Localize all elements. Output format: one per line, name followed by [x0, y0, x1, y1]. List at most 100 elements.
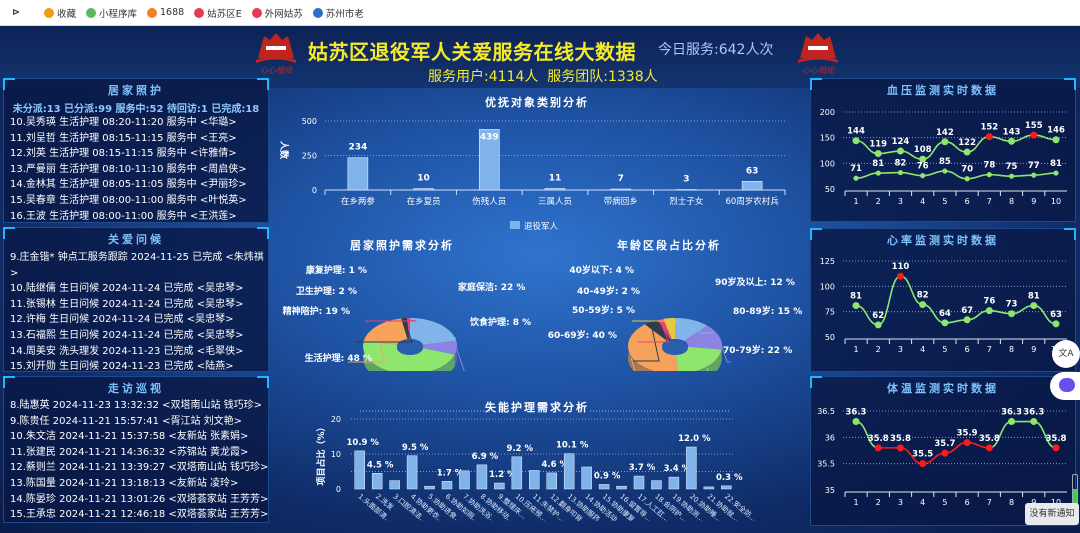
list-item[interactable]: 14.周美安 洗头理发 2024-11-23 已完成 <毛翠侠>: [10, 345, 244, 357]
temperature-chart: 3535.53636.51234567891036.335.835.835.53…: [817, 407, 1067, 507]
assistant-bot-button[interactable]: [1050, 372, 1080, 400]
line-segment: [878, 171, 901, 174]
x-tick-label: 3: [898, 498, 903, 507]
data-point: [986, 172, 992, 178]
pie-leader-line: [355, 320, 413, 343]
x-tick-label: 6: [965, 498, 970, 507]
bar: [633, 475, 645, 490]
data-label: 143: [1003, 127, 1021, 137]
data-point: [1030, 302, 1038, 310]
data-label: 62: [872, 311, 884, 321]
x-tick-label: 2: [876, 345, 881, 354]
list-item[interactable]: 14.金林其 生活护理 08:05-11:05 服务中 <尹丽珍>: [10, 179, 247, 191]
data-label: 81: [1028, 292, 1040, 302]
data-label: 75: [1006, 162, 1018, 172]
y-axis-label: 人数: [278, 140, 290, 160]
y-tick-label: 35: [825, 486, 835, 495]
list-item[interactable]: 11.张建民 2024-11-21 14:36:32 <苏锦站 黄龙霞>: [10, 446, 249, 458]
panel-title: 关爱问候: [108, 233, 164, 246]
pie-label-name: 卫生护理: [295, 287, 332, 297]
list-item[interactable]: 10.陆继儒 生日问候 2024-11-24 已完成 <吴忠琴>: [10, 283, 244, 295]
list-item[interactable]: 15.刘开勋 生日问候 2024-11-23 已完成 <陆燕>: [10, 361, 234, 372]
list-item[interactable]: 12.许梅 生日问候 2024-11-24 已完成 <吴忠琴>: [10, 314, 234, 326]
data-point: [897, 169, 904, 176]
pie-slice: [363, 318, 408, 345]
data-label: 1.2 %: [489, 470, 516, 480]
bookmark-item[interactable]: 外网姑苏: [251, 6, 303, 20]
x-tick-label: 4: [920, 345, 925, 354]
bookmark-item[interactable]: 小程序库: [85, 6, 137, 20]
data-label: 0.9 %: [594, 471, 621, 481]
list-item[interactable]: 11.张锡林 生日问候 2024-11-24 已完成 <吴忠琴>: [10, 298, 244, 310]
visits-list[interactable]: 8.陆惠英 2024-11-23 13:32:32 <双塔南山站 钱巧珍> 9.陈…: [4, 398, 268, 524]
x-tick-label: 6: [965, 345, 970, 354]
list-item[interactable]: 13.石福熙 生日问候 2024-11-24 已完成 <吴忠琴>: [10, 329, 244, 341]
data-point: [941, 319, 949, 327]
pie-label-name: 50-59岁: [572, 306, 610, 316]
list-item[interactable]: 9.陈贵任 2024-11-21 15:57:41 <胥江站 刘文艳>: [10, 415, 243, 427]
pie-slice: [401, 318, 410, 340]
temperature-panel: 体温监测实时数据 35 35.5 36 36.5 1 2 3 4 5 6 7 8 9 10 36.3 35.8…: [810, 376, 1076, 526]
pie-slice: [422, 340, 457, 355]
bookmark-label: 小程序库: [98, 8, 137, 20]
bar: [413, 188, 434, 191]
bookmark-label: 1688: [160, 7, 185, 18]
data-point: [920, 173, 926, 179]
list-item[interactable]: 12.刘英 生活护理 08:15-11:15 服务中 <许雅倩>: [10, 148, 237, 160]
chart-title: 失能护理需求分析: [485, 400, 589, 414]
bookmark-item[interactable]: 收藏: [43, 6, 76, 20]
bar: [703, 486, 715, 490]
svg-text:心心相戎: 心心相戎: [260, 66, 293, 75]
sidebar-toggle-icon[interactable]: ⊳: [12, 7, 20, 18]
pie-leader-line: [691, 321, 713, 334]
care-greeting-list[interactable]: 9.庄金锴* 钟点工服务跟踪 2024-11-25 已完成 <朱炜祺> 10.陆继…: [4, 250, 268, 372]
legend-swatch: [510, 221, 520, 229]
data-label: 142: [936, 128, 954, 138]
list-item[interactable]: 16.王波 生活护理 08:00-11:00 服务中 <王洪莲>: [10, 210, 237, 222]
data-label: 81: [872, 159, 884, 169]
list-item[interactable]: 11.刘呈哲 生活护理 08:15-11:15 服务中 <王亮>: [10, 132, 237, 144]
list-item[interactable]: 15.吴春章 生活护理 08:00-11:00 服务中 <叶悦英>: [10, 194, 247, 206]
bookmark-item[interactable]: 姑苏区E: [194, 6, 242, 20]
data-label: 36.3: [1001, 408, 1022, 418]
data-label: 81: [850, 292, 862, 302]
list-item[interactable]: 9.庄金锴* 钟点工服务跟踪 2024-11-25 已完成 <朱炜祺>: [10, 252, 264, 279]
bookmark-item[interactable]: 1688: [147, 6, 184, 20]
data-label: 108: [914, 145, 932, 155]
bar: [581, 466, 592, 490]
pie-leader-line: [348, 328, 386, 363]
bar: [598, 484, 610, 490]
bar: [686, 446, 697, 490]
y-tick-label: 35.5: [817, 460, 835, 469]
translate-button[interactable]: 文A: [1052, 340, 1080, 368]
heart-rate-panel: 心率监测实时数据 5075100125123456789108162110826…: [810, 228, 1076, 372]
list-item[interactable]: 10.朱文洁 2024-11-21 15:37:58 <友新站 张素娟>: [10, 431, 249, 443]
y-tick-label: 200: [820, 108, 835, 117]
list-item[interactable]: 15.王承忠 2024-11-21 12:46:18 <双塔荟家站 王芳芳>: [10, 509, 268, 521]
list-item[interactable]: 13.严曼丽 生活护理 08:10-11:10 服务中 <周启侠>: [10, 163, 247, 175]
list-item[interactable]: 13.陈国量 2024-11-21 13:18:13 <友新站 凌玲>: [10, 477, 239, 489]
x-tick-label: 10: [1051, 197, 1061, 206]
svg-text:心心相戎: 心心相戎: [802, 66, 835, 75]
list-item[interactable]: 12.蔡则兰 2024-11-21 13:39:27 <双塔南山站 钱巧珍>: [10, 462, 268, 474]
bar: [741, 181, 763, 191]
bookmark-item[interactable]: 苏州市老: [312, 6, 364, 20]
data-label: 146: [1047, 126, 1065, 136]
data-point: [874, 444, 882, 452]
data-point: [874, 150, 882, 158]
bar: [406, 455, 418, 490]
today-service-count: 今日服务:642人次: [658, 42, 774, 58]
list-item[interactable]: 14.陈晏珍 2024-11-21 13:01:26 <双塔荟家站 王芳芳>: [10, 493, 268, 505]
data-point: [1030, 131, 1038, 139]
list-item[interactable]: 10.吴秀瑛 生活护理 08:20-11:20 服务中 <华璐>: [10, 117, 237, 128]
bar: [544, 188, 566, 191]
bookmark-label: 外网姑苏: [264, 8, 303, 20]
data-label: 155: [1025, 121, 1043, 131]
pie-label-name: 家庭保洁: [458, 283, 495, 293]
list-item[interactable]: 8.陆惠英 2024-11-23 13:32:32 <双塔南山站 钱巧珍>: [10, 400, 263, 411]
bar: [478, 129, 500, 191]
data-point: [1052, 444, 1060, 452]
pie-label-value: 40: [592, 331, 605, 341]
home-care-list[interactable]: 10.吴秀瑛 生活护理 08:20-11:20 服务中 <华璐> 11.刘呈哲 生…: [4, 115, 268, 225]
